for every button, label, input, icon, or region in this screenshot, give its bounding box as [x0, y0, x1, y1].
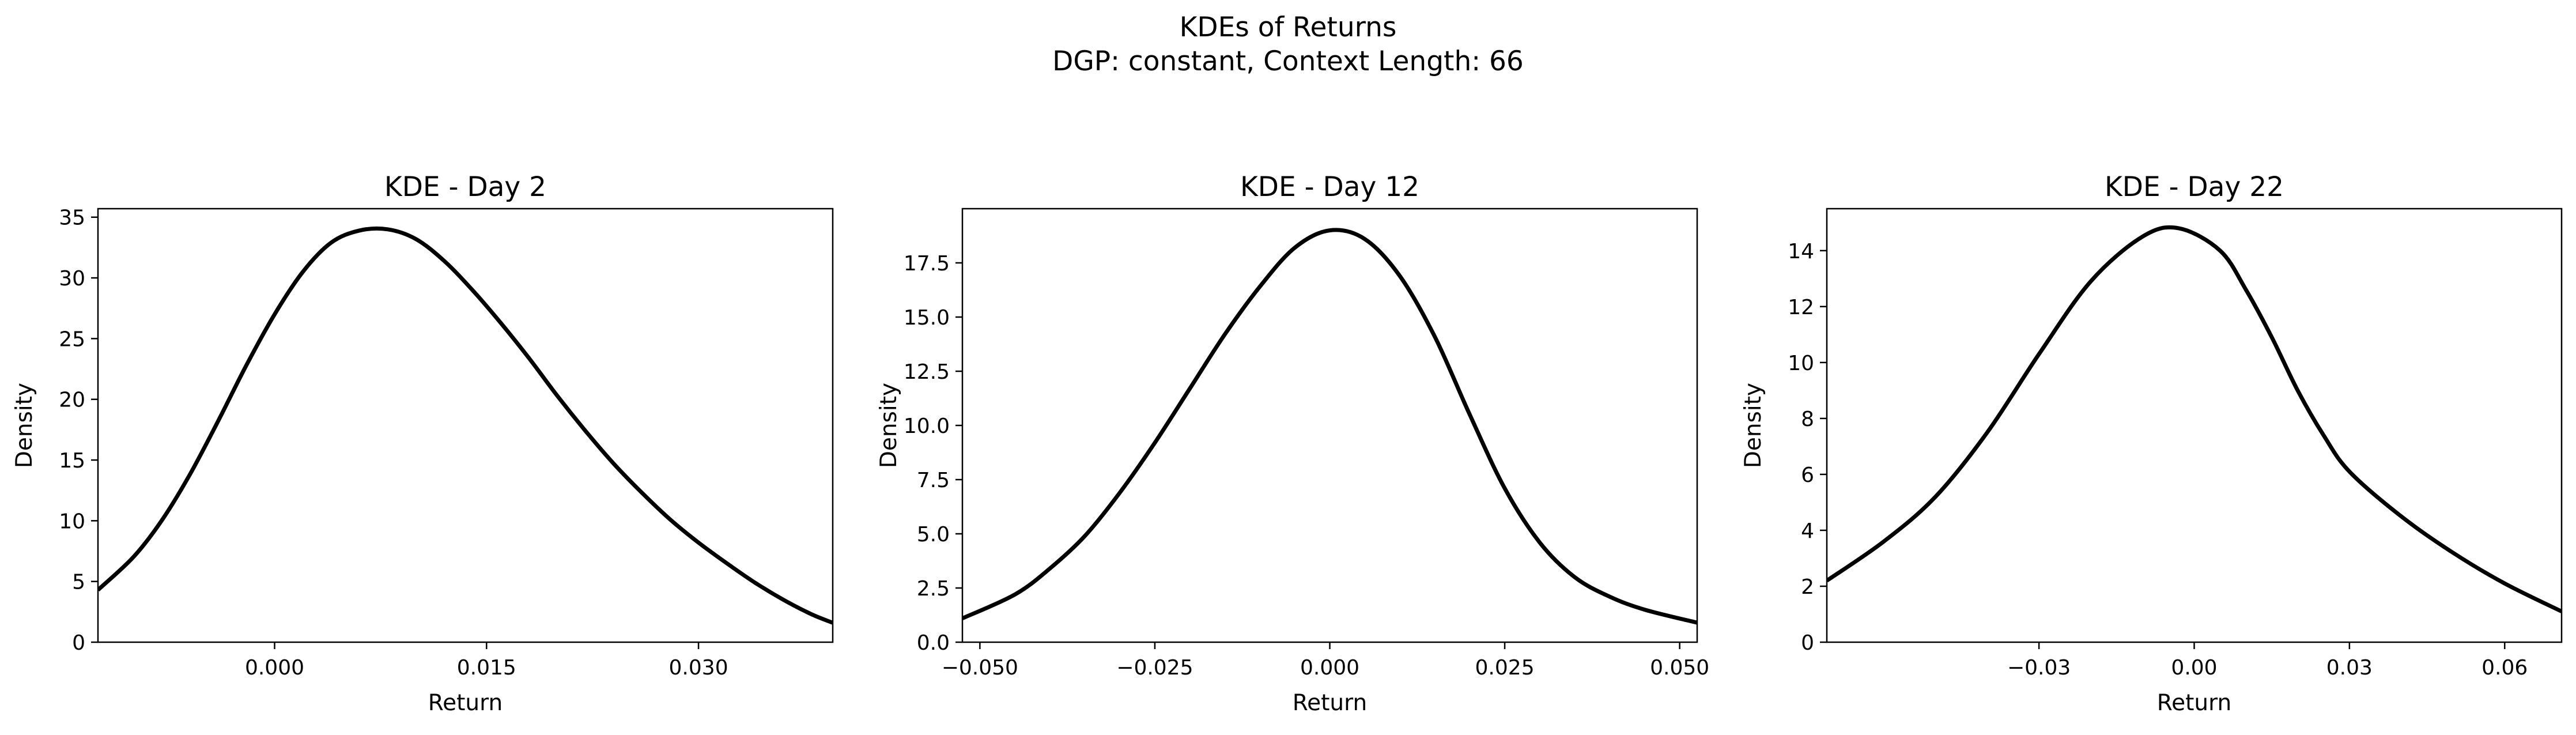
axes-frame [961, 208, 1698, 643]
density-line-1-1 [98, 226, 833, 625]
y-tick-label: 15.0 [904, 306, 950, 330]
subplot-2: −0.050 −0.025 0.000 0.025 0.050 0.0 2.5 5.0 7.5 1… [876, 171, 1709, 716]
x-axis-label: Return [428, 690, 503, 716]
y-tick-label: 2 [1801, 575, 1814, 599]
x-tick-label: −0.025 [1116, 656, 1193, 680]
x-tick-label: 0.000 [1300, 656, 1359, 680]
y-tick-label: 25 [59, 327, 85, 351]
subplot-title: KDE - Day 22 [2105, 171, 2284, 203]
y-tick-label: 2.5 [917, 577, 950, 601]
x-tick-label: 0.015 [457, 656, 516, 680]
y-tick-label: 0 [72, 631, 85, 655]
y-tick-label: 4 [1801, 519, 1814, 543]
x-axis-label: Return [2157, 690, 2231, 716]
x-tick-label: −0.03 [2007, 656, 2071, 680]
subplot-title: KDE - Day 12 [1240, 171, 1419, 203]
x-tick-label: −0.050 [942, 656, 1018, 680]
y-tick-label: 20 [59, 389, 85, 412]
y-tick-label: 0.0 [917, 631, 950, 655]
subplot-1: 0.000 0.015 0.030 0 5 10 15 20 25 30 35 KDE - Day 2… [12, 171, 834, 716]
y-tick-label: 5 [72, 571, 85, 594]
x-axis-label: Return [1293, 690, 1367, 716]
x-tick-label: 0.06 [2481, 656, 2528, 680]
y-tick-label: 0 [1801, 631, 1814, 655]
x-tick-label: 0.050 [1650, 656, 1709, 680]
y-tick-label: 7.5 [917, 469, 950, 492]
x-tick-label: 0.00 [2171, 656, 2217, 680]
x-tick-label: 0.030 [669, 656, 728, 680]
axes-frame [1826, 208, 2563, 643]
x-tick-label: 0.03 [2326, 656, 2373, 680]
y-tick-label: 12.5 [904, 360, 950, 384]
y-tick-label: 6 [1801, 463, 1814, 487]
x-tick-label: 0.000 [245, 656, 304, 680]
y-tick-label: 35 [59, 206, 85, 230]
subplot-title: KDE - Day 2 [384, 171, 546, 203]
y-tick-label: 8 [1801, 408, 1814, 431]
density-line-2-1 [962, 228, 1697, 625]
figure-title-line1: KDEs of Returns [1180, 12, 1397, 43]
axes-frame [97, 208, 834, 643]
y-axis-label: Density [12, 383, 37, 468]
y-tick-label: 5.0 [917, 523, 950, 546]
y-tick-label: 17.5 [904, 252, 950, 276]
y-tick-label: 30 [59, 267, 85, 291]
subplot-3: −0.03 0.00 0.03 0.06 0 2 4 6 8 10 12 14 KDE - Day 22… [1740, 171, 2563, 716]
y-tick-label: 15 [59, 449, 85, 473]
y-axis-label: Density [1740, 383, 1766, 468]
x-tick-label: 0.025 [1475, 656, 1535, 680]
density-line-3-1 [1827, 225, 2562, 613]
figure-title-line2: DGP: constant, Context Length: 66 [1052, 46, 1524, 77]
y-tick-label: 10.0 [904, 414, 950, 438]
y-tick-label: 14 [1788, 240, 1814, 263]
y-tick-label: 10 [59, 510, 85, 533]
y-tick-label: 10 [1788, 352, 1814, 375]
y-tick-label: 12 [1788, 296, 1814, 319]
y-axis-label: Density [876, 383, 902, 468]
